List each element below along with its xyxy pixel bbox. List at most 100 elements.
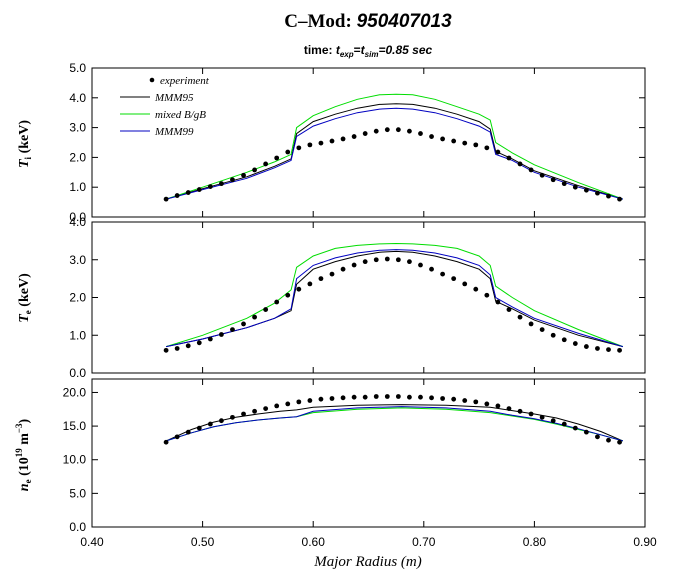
te-experiment-point — [550, 332, 556, 338]
ti-experiment-point — [274, 155, 280, 161]
ne-experiment-point — [185, 429, 191, 435]
te-experiment-point — [174, 346, 180, 351]
ti-experiment-point — [595, 190, 600, 196]
subtitle-t-exp: t — [336, 43, 341, 57]
te-experiment-point — [440, 271, 446, 277]
ne-experiment-point — [296, 399, 302, 405]
ne-experiment-point — [429, 395, 434, 401]
ti-experiment-point — [207, 184, 213, 190]
x-axis-label: Major Radius (m) — [313, 554, 422, 570]
ti-experiment-point — [307, 142, 313, 148]
ne-experiment-point — [196, 425, 202, 431]
ti-ytick-label: 3.0 — [69, 121, 86, 135]
ne-experiment-point — [384, 394, 390, 399]
ti-ytick-label: 4.0 — [69, 91, 86, 105]
electron-density-panel: ne (1019 m−3) 0.0 5.0 10.0 15.0 20.0 — [14, 378, 646, 534]
ti-experiment-point — [583, 187, 589, 193]
te-experiment-point — [219, 332, 224, 337]
ti-experiment-point — [296, 145, 302, 151]
te-experiment-point — [429, 266, 434, 272]
te-experiment-point — [351, 262, 357, 268]
te-experiment-point — [539, 327, 545, 332]
te-experiment-point — [196, 340, 202, 346]
ne-experiment-point — [318, 396, 324, 402]
ti-experiment-point — [539, 172, 545, 178]
ne-ytick-label: 20.0 — [63, 385, 87, 399]
ti-experiment-point — [230, 177, 235, 183]
ne-experiment-point — [219, 418, 224, 424]
ti-experiment-point — [241, 172, 246, 178]
ti-experiment-point — [451, 138, 457, 144]
ti-experiment-point — [473, 142, 479, 148]
ti-experiment-point — [395, 127, 401, 133]
ti-experiment-point — [263, 161, 269, 167]
ne-mixed-b-gb-line — [165, 407, 624, 442]
ti-experiment-point — [506, 155, 512, 161]
ne-experiment-point — [407, 394, 412, 400]
ti-experiment-point — [285, 149, 291, 155]
ti-experiment-point — [484, 145, 490, 151]
ti-experiment-point — [517, 161, 523, 167]
ne-experiment-point — [440, 396, 446, 401]
ne-mmm99-line — [165, 406, 624, 442]
ti-experiment-point — [351, 134, 357, 139]
chart-title: C–Mod: 950407013 — [284, 11, 452, 32]
ti-mmm99-line — [165, 107, 624, 200]
te-experiment-point — [617, 347, 622, 353]
ne-axis-label: ne (1019 m−3) — [14, 418, 33, 491]
ne-experiment-point — [252, 408, 257, 414]
ne-experiment-point — [451, 396, 457, 402]
ti-ytick-label: 0.0 — [69, 210, 86, 224]
ti-experiment-point — [495, 149, 501, 155]
te-experiment-point — [329, 271, 335, 277]
subtitle-time-label: time: — [304, 43, 336, 57]
te-experiment-point — [230, 327, 235, 332]
ne-experiment-point — [495, 403, 501, 409]
te-experiment-point — [207, 336, 213, 342]
ne-experiment-point — [285, 401, 291, 407]
ne-ytick-label: 15.0 — [63, 419, 87, 433]
te-experiment-point — [163, 347, 169, 353]
ne-ytick-label: 0.0 — [69, 520, 86, 534]
ti-experiment-point — [429, 134, 434, 139]
ne-experiment-point — [561, 421, 567, 427]
te-experiment-point — [307, 281, 313, 287]
ti-experiment-point — [219, 181, 224, 187]
ne-experiment-point — [351, 394, 357, 400]
subtitle-sub-exp: exp — [340, 50, 354, 59]
te-experiment-point — [561, 337, 567, 343]
te-experiment-point — [252, 314, 257, 320]
legend-experiment-marker — [149, 77, 155, 83]
te-experiment-point — [395, 257, 401, 263]
ne-experiment-point — [241, 411, 246, 417]
subtitle-t-sim: t — [361, 43, 366, 57]
ti-experiment-point — [185, 190, 191, 195]
ne-experiment-point — [517, 408, 523, 414]
te-experiment-point — [517, 314, 523, 320]
ne-experiment-point — [207, 421, 213, 427]
te-experiment-point — [340, 266, 346, 272]
subtitle-equals: = — [354, 43, 361, 57]
ti-experiment-point — [252, 167, 257, 173]
x-tick-label: 0.40 — [80, 535, 104, 549]
legend-mmm95-label: MMM95 — [154, 92, 194, 104]
te-experiment-point — [572, 341, 578, 346]
ti-experiment-point — [163, 196, 169, 202]
ti-ytick-label: 5.0 — [69, 61, 86, 75]
ne-experiment-point — [506, 406, 512, 411]
te-experiment-point — [373, 257, 379, 263]
ne-experiment-point — [473, 399, 479, 405]
ti-mmm95-line — [165, 103, 624, 200]
te-mmm99-line — [165, 249, 624, 348]
ne-experiment-point — [274, 403, 280, 409]
te-experiment-point — [418, 262, 423, 268]
te-experiment-point — [185, 343, 191, 349]
te-axis-label: Te (keV) — [17, 273, 33, 323]
ne-experiment-point — [163, 439, 169, 445]
ti-experiment-point — [196, 187, 202, 192]
te-experiment-point — [241, 321, 246, 327]
ne-ytick-label: 10.0 — [63, 453, 87, 467]
te-ytick-label: 4.0 — [69, 215, 86, 229]
ti-experiment-point — [340, 136, 346, 142]
ne-experiment-point — [230, 414, 235, 420]
